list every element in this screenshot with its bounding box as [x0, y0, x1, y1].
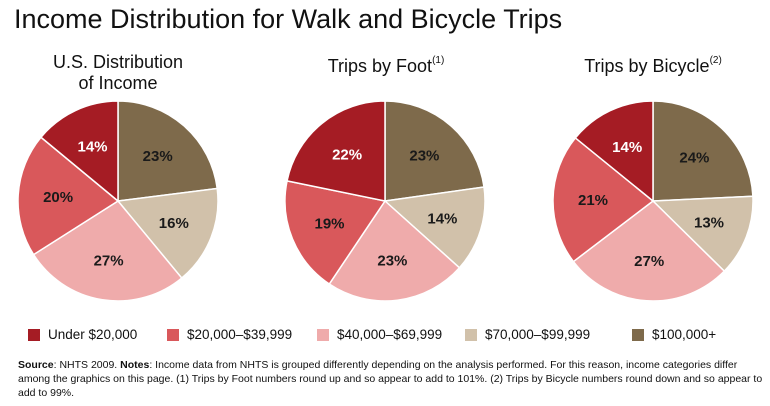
legend-label: $20,000–$39,999: [187, 327, 293, 342]
pie-slice-label: 23%: [377, 253, 407, 270]
pie-slice-100k-plus: [117, 100, 219, 202]
pie-slice-under-20k: [574, 100, 654, 203]
legend-swatch: [167, 328, 179, 341]
legend-swatch: [632, 328, 644, 341]
pie-title-bicycle-footnote: (2): [709, 55, 722, 66]
pie-slice-70k-100k: [383, 186, 486, 269]
pie-title-us-income: U.S. Distribution of Income: [28, 52, 208, 94]
pie-slice-20k-40k: [284, 180, 387, 286]
pie-slice-label: 14%: [427, 211, 457, 228]
source-label: Source: [18, 359, 54, 371]
legend-item-20k-40k: $20,000–$39,999: [167, 327, 292, 342]
pie-slice-40k-70k: [328, 199, 461, 302]
pie-slice-under-20k: [39, 100, 119, 203]
source-notes: Source: NHTS 2009. Notes: Income data fr…: [18, 358, 763, 400]
pie-slice-label: 27%: [634, 253, 664, 270]
legend-swatch: [28, 328, 40, 341]
pie-slice-label: 23%: [143, 148, 173, 165]
legend-label: $100,000+: [652, 327, 717, 342]
pie-charts: 23% 16% 27% 20% 14% 23% 14% 23% 19% 22% 24% 13% 27% 2…: [17, 100, 754, 302]
chart-title: Income Distribution for Walk and Bicycle…: [14, 4, 563, 34]
pie-slice-20k-40k: [552, 136, 655, 263]
pie-slice-70k-100k: [651, 195, 754, 273]
legend-label: $40,000–$69,999: [337, 327, 443, 342]
pie-slice-label: 13%: [694, 214, 724, 231]
legend-item-100k-plus: $100,000+: [632, 327, 716, 342]
pie-slice-label: 23%: [409, 148, 439, 165]
legend-label: $70,000–$99,999: [485, 327, 591, 342]
pie-slice-label: 14%: [612, 139, 642, 156]
pie-slice-label: 16%: [159, 215, 189, 232]
pie-slice-100k-plus: [384, 100, 485, 202]
pie-title-bicycle: Trips by Bicycle(2): [563, 52, 743, 77]
legend: Under $20,000 $20,000–$39,999 $40,000–$6…: [0, 327, 770, 349]
legend-swatch: [465, 328, 477, 341]
pie-title-foot-text: Trips by Foot: [327, 56, 433, 76]
pie-title-us-income-line1: U.S. Distribution: [52, 52, 184, 72]
pie-slice-70k-100k: [116, 187, 219, 280]
pie-slice-label: 27%: [94, 252, 124, 269]
pie-slice-label: 21%: [578, 192, 608, 209]
legend-swatch: [317, 328, 329, 341]
pie-slice-label: 24%: [679, 150, 709, 167]
source-text: : NHTS 2009.: [53, 359, 121, 371]
pie-slice-label: 22%: [332, 147, 362, 164]
pie-slice-40k-70k: [572, 200, 726, 302]
pie-slice-under-20k: [286, 100, 386, 202]
pie-slice-label: 20%: [43, 189, 73, 206]
legend-label: Under $20,000: [48, 327, 138, 342]
pie-title-foot-footnote: (1): [432, 55, 445, 66]
pie-title-bicycle-text: Trips by Bicycle: [584, 56, 710, 76]
pie-slice-40k-70k: [32, 200, 183, 302]
notes-label: Notes: [120, 359, 150, 371]
legend-item-under-20k: Under $20,000: [28, 327, 137, 342]
pie-slice-20k-40k: [17, 136, 120, 256]
pie-slice-label: 14%: [77, 139, 107, 156]
pie-slice-label: 19%: [314, 216, 344, 233]
legend-item-70k-100k: $70,000–$99,999: [465, 327, 590, 342]
pie-title-us-income-line2: of Income: [78, 73, 158, 93]
notes-text: : Income data from NHTS is grouped diffe…: [18, 359, 763, 399]
legend-item-40k-70k: $40,000–$69,999: [317, 327, 442, 342]
pie-slice-100k-plus: [652, 100, 754, 202]
pie-title-foot: Trips by Foot(1): [296, 52, 476, 77]
